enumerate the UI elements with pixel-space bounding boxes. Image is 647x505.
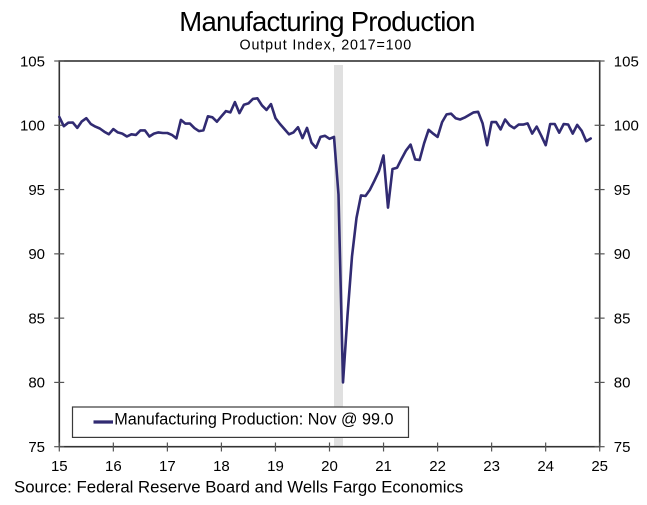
svg-text:21: 21	[375, 458, 392, 475]
svg-text:100: 100	[20, 118, 45, 135]
svg-text:90: 90	[28, 246, 45, 263]
svg-text:95: 95	[28, 182, 45, 199]
svg-text:Source: Federal Reserve Board: Source: Federal Reserve Board and Wells …	[14, 477, 463, 496]
svg-text:90: 90	[614, 246, 631, 263]
svg-text:80: 80	[614, 375, 631, 392]
svg-text:75: 75	[28, 439, 45, 456]
svg-text:Manufacturing Production: Manufacturing Production	[179, 6, 474, 37]
svg-text:23: 23	[483, 458, 500, 475]
svg-text:Output Index, 2017=100: Output Index, 2017=100	[240, 37, 413, 53]
svg-text:105: 105	[20, 53, 45, 70]
svg-text:22: 22	[429, 458, 446, 475]
svg-text:18: 18	[213, 458, 230, 475]
svg-text:80: 80	[28, 375, 45, 392]
svg-text:85: 85	[614, 310, 631, 327]
svg-text:16: 16	[105, 458, 122, 475]
svg-text:17: 17	[159, 458, 176, 475]
svg-text:20: 20	[321, 458, 338, 475]
svg-text:25: 25	[591, 458, 608, 475]
svg-text:Manufacturing Production: Nov: Manufacturing Production: Nov @ 99.0	[114, 411, 393, 429]
svg-text:105: 105	[614, 53, 639, 70]
svg-text:85: 85	[28, 310, 45, 327]
svg-text:75: 75	[614, 439, 631, 456]
svg-text:100: 100	[614, 118, 639, 135]
svg-text:15: 15	[51, 458, 68, 475]
svg-text:19: 19	[267, 458, 284, 475]
svg-text:24: 24	[537, 458, 554, 475]
svg-text:95: 95	[614, 182, 631, 199]
